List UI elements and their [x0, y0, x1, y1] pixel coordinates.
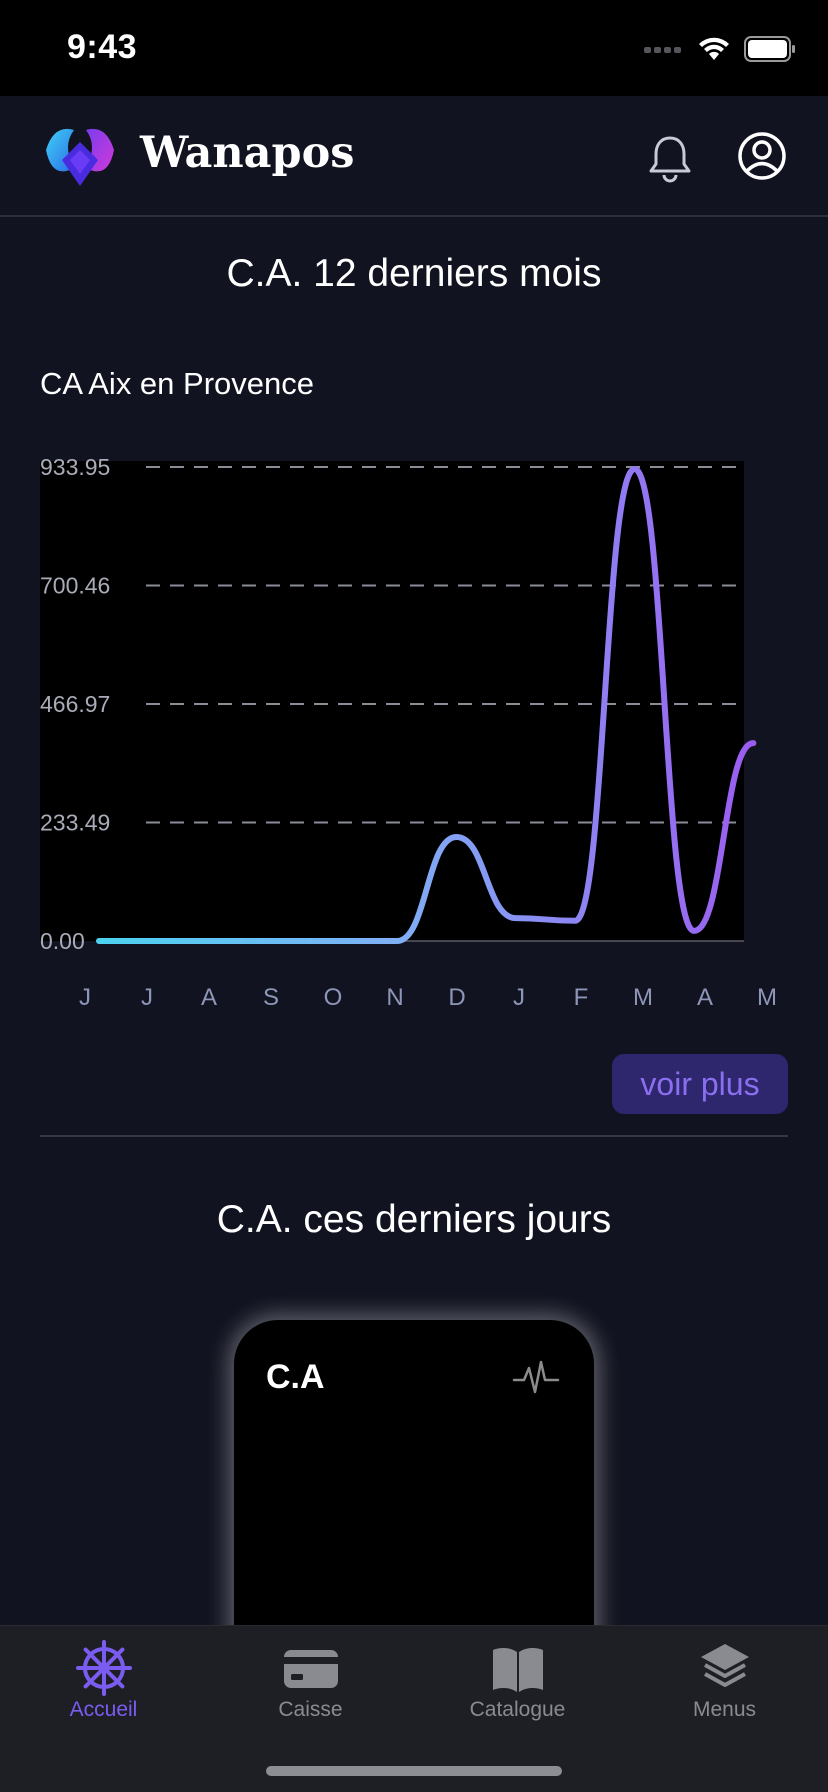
- brand-name: Wanapos: [140, 128, 355, 178]
- chart-plot-area: [40, 461, 744, 941]
- tab-label: Catalogue: [469, 1698, 566, 1721]
- chart-x-tick-label: J: [513, 984, 525, 1011]
- chart-x-tick-label: S: [263, 984, 279, 1011]
- chart-x-tick-label: N: [386, 984, 403, 1011]
- chart-y-tick-label: 933.95: [40, 454, 110, 480]
- chart-x-tick-label: A: [697, 984, 713, 1011]
- tab-label: Caisse: [278, 1698, 343, 1721]
- layers-icon: [701, 1644, 749, 1687]
- chart-x-tick-label: A: [201, 984, 217, 1011]
- book-icon: [493, 1647, 543, 1692]
- chart-y-tick-label: 466.97: [40, 691, 110, 717]
- chart-x-tick-label: F: [574, 984, 589, 1011]
- chart-x-tick-label: O: [324, 984, 343, 1011]
- tab-menus[interactable]: Menus: [621, 1626, 828, 1736]
- user-circle-icon[interactable]: [736, 130, 788, 182]
- days-chart-title: C.A. ces derniers jours: [216, 1198, 612, 1241]
- wifi-icon: [699, 37, 729, 60]
- tab-bar: Accueil Caisse Catalogue Menus: [0, 1625, 828, 1792]
- voir-plus-button[interactable]: voir plus: [612, 1054, 788, 1114]
- home-indicator: [266, 1766, 562, 1776]
- status-time: 9:43: [67, 28, 138, 66]
- app-header: Wanapos: [0, 96, 828, 217]
- status-bar: 9:43: [0, 0, 828, 96]
- tab-accueil[interactable]: Accueil: [0, 1626, 207, 1736]
- chart-y-tick-label: 0.00: [40, 928, 85, 954]
- chart-subtitle: CA Aix en Provence: [40, 366, 314, 401]
- chart-x-tick-label: J: [141, 984, 153, 1011]
- chart-y-tick-label: 700.46: [40, 573, 110, 599]
- tab-label: Accueil: [69, 1698, 138, 1721]
- revenue-line-chart: 933.95 700.46 466.97 233.49 0.00 J J A S O N D J F M A…: [40, 454, 777, 1011]
- tab-caisse[interactable]: Caisse: [207, 1626, 414, 1736]
- chart-x-tick-label: M: [633, 984, 653, 1011]
- app-logo-icon: [46, 128, 114, 186]
- tab-label: Menus: [692, 1698, 757, 1721]
- year-chart-title: C.A. 12 derniers mois: [226, 252, 602, 295]
- chart-x-tick-label: M: [757, 984, 777, 1011]
- chart-x-tick-label: D: [448, 984, 465, 1011]
- section-divider: [40, 1135, 788, 1137]
- battery-icon: [744, 36, 795, 62]
- bell-icon[interactable]: [644, 132, 696, 184]
- card-icon: [284, 1650, 338, 1688]
- status-icons: [644, 34, 796, 64]
- chart-y-tick-label: 233.49: [40, 809, 110, 835]
- ship-wheel-icon: [76, 1640, 132, 1696]
- pulse-icon: [512, 1360, 560, 1394]
- signal-icon: [644, 47, 681, 53]
- card-label: C.A: [266, 1358, 325, 1396]
- tab-catalogue[interactable]: Catalogue: [414, 1626, 621, 1736]
- chart-x-tick-label: J: [79, 984, 91, 1011]
- revenue-series-line: [96, 466, 757, 944]
